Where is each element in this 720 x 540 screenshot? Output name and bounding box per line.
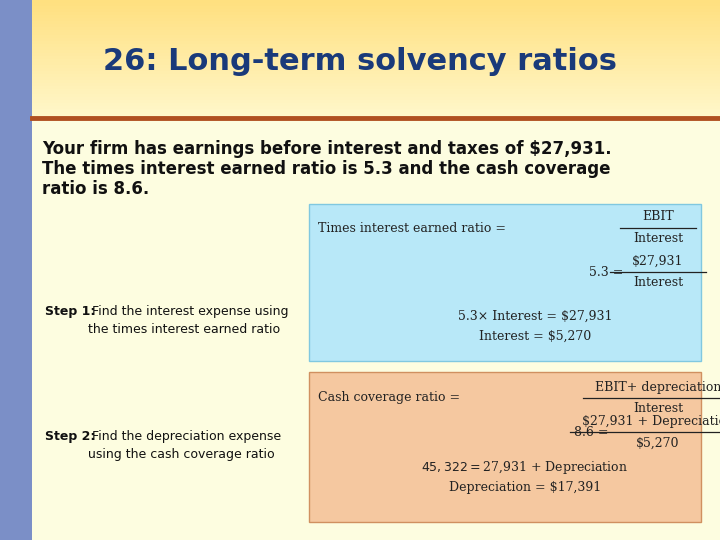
Polygon shape: [0, 79, 720, 83]
Text: 5.3 =: 5.3 =: [589, 266, 623, 279]
Text: Cash coverage ratio =: Cash coverage ratio =: [318, 392, 460, 404]
Text: Your firm has earnings before interest and taxes of $27,931.: Your firm has earnings before interest a…: [42, 140, 611, 158]
Polygon shape: [0, 9, 720, 12]
Text: 8.6 =: 8.6 =: [574, 426, 608, 438]
Polygon shape: [0, 112, 720, 115]
Polygon shape: [0, 97, 720, 100]
Polygon shape: [0, 106, 720, 109]
Polygon shape: [0, 50, 720, 53]
Polygon shape: [0, 89, 720, 91]
Text: $45,322 = $27,931 + Depreciation: $45,322 = $27,931 + Depreciation: [421, 460, 629, 476]
Text: Interest: Interest: [633, 402, 683, 415]
Polygon shape: [0, 0, 32, 540]
Text: $27,931: $27,931: [632, 254, 684, 267]
Polygon shape: [0, 85, 720, 89]
Polygon shape: [0, 91, 720, 94]
Text: Depreciation = $17,391: Depreciation = $17,391: [449, 482, 601, 495]
Text: Find the interest expense using
the times interest earned ratio: Find the interest expense using the time…: [88, 305, 289, 336]
Polygon shape: [0, 118, 720, 540]
Polygon shape: [0, 94, 720, 97]
Text: Interest: Interest: [633, 276, 683, 289]
Text: 5.3× Interest = $27,931: 5.3× Interest = $27,931: [458, 309, 612, 322]
Polygon shape: [0, 32, 720, 36]
Polygon shape: [0, 65, 720, 68]
Polygon shape: [0, 15, 720, 18]
Text: EBIT: EBIT: [642, 211, 674, 224]
Text: 26: Long-term solvency ratios: 26: Long-term solvency ratios: [103, 48, 617, 77]
Polygon shape: [0, 100, 720, 103]
Text: The times interest earned ratio is 5.3 and the cash coverage: The times interest earned ratio is 5.3 a…: [42, 160, 611, 178]
Polygon shape: [0, 59, 720, 62]
Text: ratio is 8.6.: ratio is 8.6.: [42, 180, 149, 198]
Text: Interest: Interest: [633, 233, 683, 246]
Polygon shape: [0, 6, 720, 9]
Polygon shape: [0, 53, 720, 56]
Polygon shape: [0, 12, 720, 15]
Polygon shape: [0, 115, 720, 118]
Polygon shape: [0, 38, 720, 41]
Polygon shape: [0, 24, 720, 26]
Polygon shape: [0, 68, 720, 71]
Polygon shape: [0, 56, 720, 59]
Polygon shape: [0, 3, 720, 6]
Text: Times interest earned ratio =: Times interest earned ratio =: [318, 221, 506, 234]
Polygon shape: [0, 44, 720, 47]
Text: Find the depreciation expense
using the cash coverage ratio: Find the depreciation expense using the …: [88, 430, 281, 461]
Polygon shape: [0, 41, 720, 44]
Text: Step 2:: Step 2:: [45, 430, 95, 443]
Polygon shape: [0, 109, 720, 112]
Polygon shape: [0, 21, 720, 24]
Polygon shape: [0, 30, 720, 32]
FancyBboxPatch shape: [309, 204, 701, 361]
Polygon shape: [0, 71, 720, 74]
Polygon shape: [0, 0, 720, 3]
Polygon shape: [0, 26, 720, 30]
Polygon shape: [0, 103, 720, 106]
Text: $27,931 + Depreciation: $27,931 + Depreciation: [582, 415, 720, 428]
Polygon shape: [0, 83, 720, 85]
Text: $5,270: $5,270: [636, 436, 680, 449]
Polygon shape: [0, 47, 720, 50]
Text: Step 1:: Step 1:: [45, 305, 95, 318]
Text: EBIT+ depreciation: EBIT+ depreciation: [595, 381, 720, 394]
Polygon shape: [0, 18, 720, 21]
Polygon shape: [0, 74, 720, 77]
Text: Interest = $5,270: Interest = $5,270: [479, 329, 591, 342]
Polygon shape: [0, 62, 720, 65]
Polygon shape: [0, 77, 720, 79]
FancyBboxPatch shape: [309, 372, 701, 522]
Polygon shape: [0, 36, 720, 38]
